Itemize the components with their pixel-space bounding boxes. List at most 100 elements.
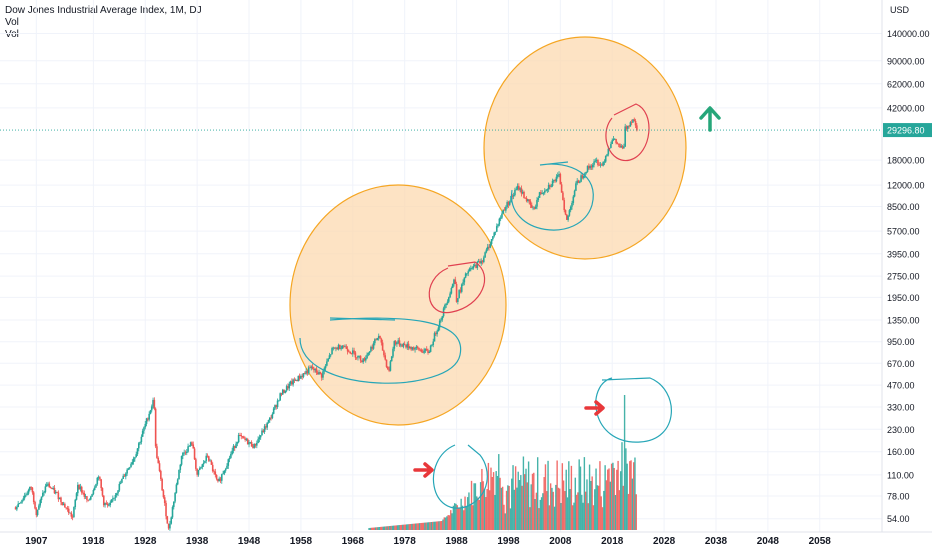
candle-body xyxy=(379,335,381,339)
volume-bar xyxy=(634,457,636,530)
candle-body xyxy=(231,450,233,454)
volume-bar xyxy=(455,503,457,530)
candle-body xyxy=(337,344,340,350)
volume-bar xyxy=(538,508,540,530)
volume-bar xyxy=(544,464,547,530)
x-tick-label: 1918 xyxy=(82,536,105,547)
volume-label-2[interactable]: Vol xyxy=(5,29,19,40)
candle-body xyxy=(468,268,471,272)
volume-bar xyxy=(447,515,449,530)
volume-bar xyxy=(465,507,468,530)
candle-body xyxy=(246,439,249,445)
volume-bar xyxy=(513,489,516,530)
candle-body xyxy=(270,417,272,419)
volume-bar xyxy=(623,395,626,530)
volume-bar xyxy=(437,521,439,530)
volume-bar xyxy=(564,491,566,530)
x-tick-label: 2058 xyxy=(809,536,832,547)
candle-body xyxy=(550,185,553,187)
candle-body xyxy=(184,452,187,454)
volume-bar xyxy=(561,463,564,530)
candle-body xyxy=(165,502,167,517)
x-tick-label: 1907 xyxy=(25,536,48,547)
candle-body xyxy=(582,176,585,178)
candle-body xyxy=(284,390,287,393)
candle-body xyxy=(450,288,453,294)
candle-body xyxy=(520,188,523,194)
candle-body xyxy=(38,505,40,510)
candle-body xyxy=(222,473,224,475)
candle-body xyxy=(145,418,148,424)
volume-bar xyxy=(627,493,630,530)
volume-bar xyxy=(632,462,635,530)
candle-body xyxy=(514,189,516,196)
candle-body xyxy=(533,207,536,209)
candle-body xyxy=(521,191,524,194)
volume-bar xyxy=(389,526,391,530)
volume-bar xyxy=(562,480,565,530)
candle-body xyxy=(125,473,127,477)
volume-bar xyxy=(516,487,518,530)
candle-body xyxy=(332,347,335,349)
candle-body xyxy=(152,399,154,407)
candle-body xyxy=(254,443,257,446)
candle-body xyxy=(54,491,57,494)
candle-body xyxy=(250,442,253,447)
candle-body xyxy=(435,333,437,335)
candle-body xyxy=(409,347,411,349)
candle-body xyxy=(414,348,416,350)
last-price-label: 29296.80 xyxy=(887,126,925,136)
candle-body xyxy=(44,486,47,493)
candle-body xyxy=(358,355,361,357)
candle-body xyxy=(30,486,32,488)
y-tick-label: 230.00 xyxy=(887,425,915,435)
candle-body xyxy=(21,499,23,503)
volume-bar xyxy=(393,525,395,530)
volume-label-1[interactable]: Vol xyxy=(5,17,19,28)
candle-body xyxy=(311,366,314,369)
volume-bar xyxy=(386,526,388,530)
candle-body xyxy=(43,492,45,493)
candle-body xyxy=(558,174,560,176)
candle-body xyxy=(213,471,215,472)
candle-body xyxy=(101,488,104,496)
symbol-title[interactable]: Dow Jones Industrial Average Index, 1M, … xyxy=(5,5,202,16)
candle-body xyxy=(384,355,387,360)
candle-body xyxy=(65,507,67,509)
candle-body xyxy=(406,343,409,348)
volume-bars xyxy=(368,395,637,530)
candle-body xyxy=(156,446,158,458)
volume-bar xyxy=(461,505,464,530)
candle-body xyxy=(388,369,390,371)
volume-bar xyxy=(621,442,623,530)
volume-bar xyxy=(383,526,386,530)
volume-bar xyxy=(448,515,451,530)
candle-body xyxy=(285,386,288,391)
candle-body xyxy=(427,350,429,353)
volume-bar xyxy=(631,478,634,530)
candle-body xyxy=(519,188,521,190)
candle-body xyxy=(176,479,179,485)
volume-bar xyxy=(530,484,532,530)
volume-bar xyxy=(446,516,448,530)
volume-bar xyxy=(490,467,492,530)
candle-body xyxy=(27,489,30,494)
candle-body xyxy=(316,372,319,375)
candle-body xyxy=(268,417,271,421)
candle-body xyxy=(253,443,256,448)
candle-body xyxy=(523,191,525,198)
volume-bar xyxy=(514,466,517,530)
candle-body xyxy=(161,478,163,491)
volume-bar xyxy=(547,460,549,530)
candle-body xyxy=(134,457,136,459)
candle-body xyxy=(538,192,541,198)
volume-bar xyxy=(608,468,610,530)
candle-body xyxy=(66,508,69,509)
volume-bar xyxy=(416,523,418,530)
candle-body xyxy=(447,297,450,302)
volume-bar xyxy=(524,474,526,530)
candle-body xyxy=(205,455,208,461)
teal-loop xyxy=(595,377,672,443)
volume-bar xyxy=(377,527,379,530)
